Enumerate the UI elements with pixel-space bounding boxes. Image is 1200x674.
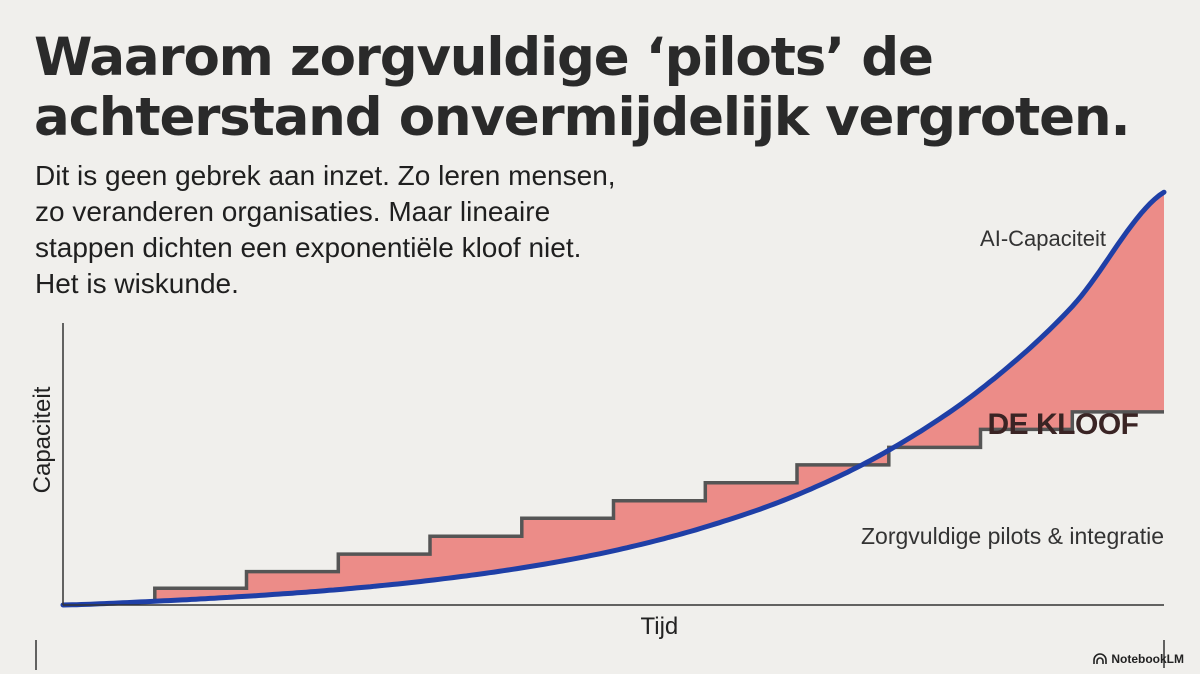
gap-area [154, 192, 1165, 602]
title-line: Waarom zorgvuldige ‘pilots’ de [34, 27, 934, 88]
y-axis-label: Capaciteit [29, 386, 56, 493]
curve-series-label: AI-Capaciteit [980, 226, 1106, 251]
x-axis-label: Tijd [640, 613, 678, 640]
title-line: achterstand onvermijdelijk vergroten. [34, 87, 1131, 148]
step-series-line [153, 410, 1164, 602]
subtitle-line: stappen dichten een exponentiële kloof n… [35, 232, 582, 263]
subtitle-line: Het is wiskunde. [35, 268, 239, 299]
slide-title: Waarom zorgvuldige ‘pilots’ de achtersta… [34, 28, 1154, 148]
step-series-label: Zorgvuldige pilots & integratie [861, 523, 1164, 549]
slide-subtitle: Dit is geen gebrek aan inzet. Zo leren m… [35, 158, 735, 302]
notebooklm-logo-icon [1093, 653, 1108, 664]
brand-label: NotebookLM [1111, 652, 1184, 666]
brand-watermark: NotebookLM [1093, 652, 1184, 666]
subtitle-line: Dit is geen gebrek aan inzet. Zo leren m… [35, 160, 616, 191]
curve-series-line [60, 189, 1167, 608]
subtitle-line: zo veranderen organisaties. Maar lineair… [35, 196, 551, 227]
gap-label: DE KLOOF [988, 408, 1139, 441]
